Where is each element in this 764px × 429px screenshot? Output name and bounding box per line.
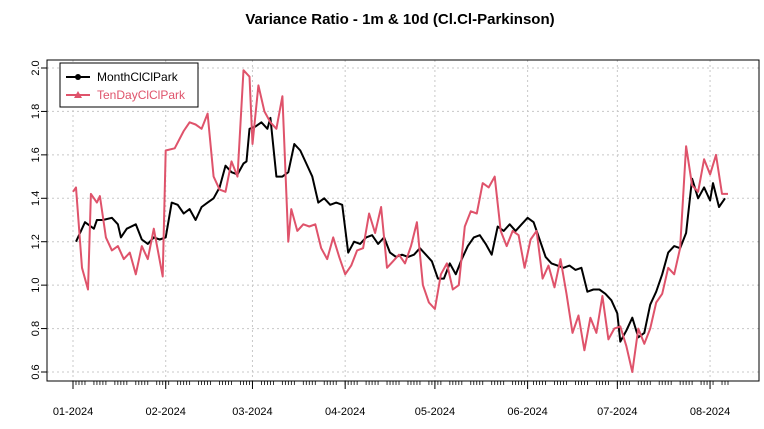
- series-lines: [72, 69, 728, 373]
- x-tick-label: 06-2024: [507, 406, 547, 418]
- y-tick-label: 1.4: [30, 191, 42, 206]
- y-tick-label: 1.2: [30, 234, 42, 249]
- y-tick-label: 1.8: [30, 104, 42, 119]
- x-tick-label: 03-2024: [232, 406, 272, 418]
- x-tick-label: 07-2024: [597, 406, 637, 418]
- y-tick-label: 0.6: [30, 364, 42, 379]
- y-tick-label: 1.0: [30, 277, 42, 292]
- legend-label-month: MonthClClPark: [97, 70, 179, 84]
- y-tick-label: 2.0: [30, 60, 42, 75]
- x-tick-label: 08-2024: [690, 406, 730, 418]
- plot-frame: [46, 59, 760, 382]
- y-tick-label: 0.8: [30, 321, 42, 336]
- x-tick-label: 01-2024: [53, 406, 93, 418]
- legend: MonthClClPark TenDayClClPark: [59, 62, 199, 108]
- y-axis: 0.6 0.8 1.0 1.2 1.4 1.6 1.8 2.0: [30, 60, 47, 380]
- series-line-MonthClClPark: [75, 116, 726, 343]
- chart-title: Variance Ratio - 1m & 10d (Cl.Cl-Parkins…: [245, 11, 554, 28]
- legend-marker-month: [75, 74, 81, 80]
- legend-box: [59, 62, 199, 108]
- x-tick-label: 04-2024: [325, 406, 365, 418]
- x-axis: 01-2024 02-2024 03-2024 04-2024 05-2024 06-20…: [53, 381, 730, 418]
- series-line-TenDayClClPark: [72, 69, 728, 373]
- legend-label-tenday: TenDayClClPark: [97, 88, 186, 102]
- x-tick-label: 05-2024: [415, 406, 455, 418]
- grid-lines: [47, 60, 759, 381]
- legend-marker-tenday: [74, 91, 82, 98]
- x-tick-label: 02-2024: [146, 406, 186, 418]
- y-tick-label: 1.6: [30, 147, 42, 162]
